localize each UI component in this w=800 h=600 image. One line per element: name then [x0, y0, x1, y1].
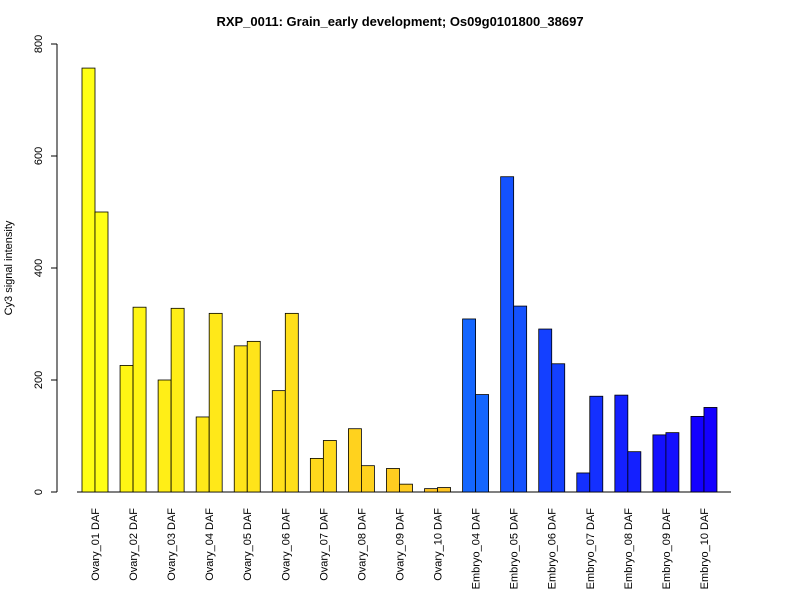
bar — [551, 363, 566, 493]
x-tick-label: Ovary_06 DAF — [280, 508, 292, 581]
bar — [437, 487, 451, 493]
x-tick-label: Embryo_10 DAF — [699, 508, 711, 590]
bar — [424, 488, 438, 493]
bar — [348, 428, 362, 493]
bar — [208, 312, 223, 493]
x-tick-label: Ovary_07 DAF — [318, 508, 330, 581]
y-axis: 0 200 400 600 800 — [33, 35, 58, 495]
x-tick-label: Ovary_02 DAF — [128, 508, 140, 581]
bar — [233, 345, 248, 493]
y-tick-label: 400 — [33, 259, 45, 277]
bar — [690, 415, 705, 493]
y-tick-label: 0 — [33, 489, 45, 495]
bar — [513, 305, 528, 493]
x-tick-label: Ovary_04 DAF — [204, 508, 216, 581]
bar — [284, 312, 299, 493]
x-tick-label: Embryo_04 DAF — [471, 508, 483, 590]
bar — [576, 472, 591, 493]
bar — [81, 67, 96, 493]
bar — [589, 395, 604, 493]
x-tick-label: Embryo_05 DAF — [509, 508, 521, 590]
x-tick-label: Ovary_09 DAF — [394, 508, 406, 581]
x-tick-label: Embryo_08 DAF — [623, 508, 635, 590]
y-tick-label: 200 — [33, 371, 45, 389]
y-tick-label: 800 — [33, 35, 45, 53]
bar — [538, 328, 553, 493]
bar — [361, 465, 375, 493]
bar — [94, 211, 109, 493]
x-tick-label: Ovary_03 DAF — [166, 508, 178, 581]
y-tick-label: 600 — [33, 147, 45, 165]
bar — [170, 307, 185, 493]
bar — [462, 318, 477, 493]
bar — [703, 407, 718, 493]
bar — [386, 468, 400, 493]
bars-group — [81, 67, 718, 493]
x-tick-label: Ovary_01 DAF — [90, 508, 102, 581]
bar — [322, 440, 337, 493]
bar — [309, 457, 324, 493]
x-tick-label: Embryo_09 DAF — [661, 508, 673, 590]
bar — [132, 306, 147, 493]
bar — [195, 416, 210, 493]
bar — [627, 451, 642, 493]
x-tick-labels: Ovary_01 DAF Ovary_02 DAF Ovary_03 DAF Ovar… — [90, 508, 711, 590]
bar — [614, 394, 629, 493]
x-tick-label: Embryo_07 DAF — [585, 508, 597, 590]
bar — [665, 432, 680, 493]
bar — [652, 434, 667, 493]
bar — [246, 340, 261, 493]
x-tick-label: Embryo_06 DAF — [547, 508, 559, 590]
x-tick-label: Ovary_10 DAF — [433, 508, 445, 581]
chart-title: RXP_0011: Grain_early development; Os09g… — [216, 14, 583, 29]
x-tick-label: Ovary_05 DAF — [242, 508, 254, 581]
bar — [475, 394, 490, 493]
y-axis-label: Cy3 signal intensity — [3, 220, 15, 315]
x-tick-label: Ovary_08 DAF — [356, 508, 368, 581]
bar — [271, 390, 286, 493]
bar — [399, 483, 413, 493]
bar — [119, 365, 134, 493]
bar — [157, 379, 172, 493]
bar — [500, 176, 515, 493]
